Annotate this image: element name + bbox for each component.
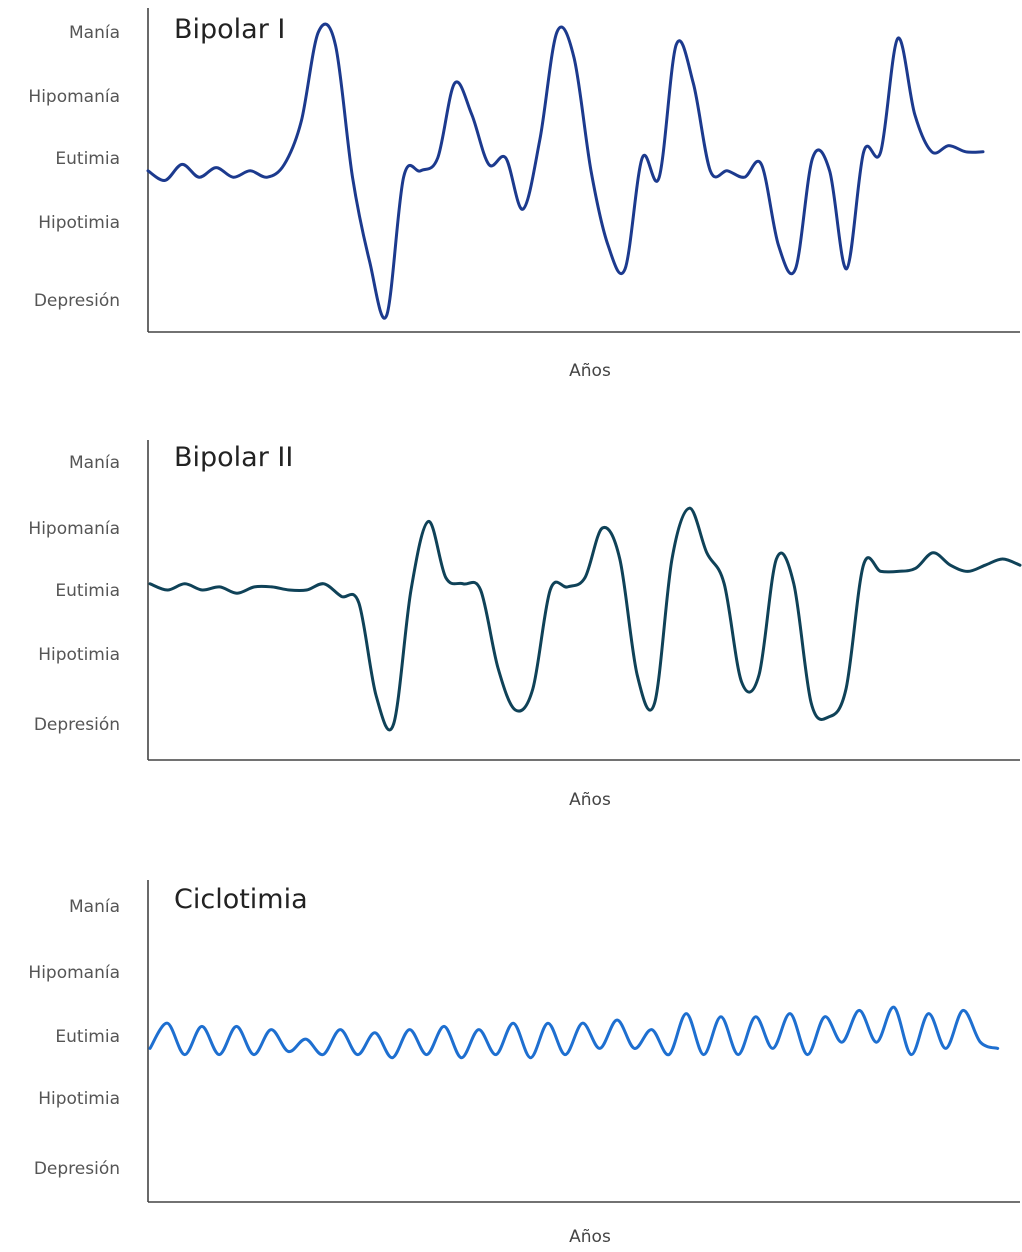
y-tick-label: Hipomanía [28, 963, 120, 983]
y-tick-label: Hipomanía [28, 519, 120, 539]
chart-title: Bipolar II [174, 442, 293, 473]
y-tick-label: Manía [69, 23, 120, 43]
y-tick-label: Manía [69, 453, 120, 473]
y-tick-label: Depresión [34, 291, 120, 311]
chart-title: Ciclotimia [174, 884, 308, 915]
series-line [146, 22, 985, 320]
y-tick-label: Hipotimia [38, 1089, 120, 1109]
y-tick-label: Depresión [34, 715, 120, 735]
y-tick-label: Hipotimia [38, 213, 120, 233]
series-line [148, 506, 1022, 732]
x-axis-label: Años [569, 790, 611, 810]
y-tick-label: Hipotimia [38, 645, 120, 665]
y-tick-label: Eutimia [55, 149, 120, 169]
chart-panel-2: Depresión Hipotimia Eutimia Hipomanía Manía B… [28, 440, 1022, 810]
y-tick-label: Manía [69, 897, 120, 917]
x-axis-label: Años [569, 1227, 611, 1247]
y-tick-label: Eutimia [55, 581, 120, 601]
y-tick-label: Hipomanía [28, 87, 120, 107]
chart-panel-1: Depresión Hipotimia Eutimia Hipomanía Manía B… [28, 8, 1020, 381]
chart-panel-3: Depresión Hipotimia Eutimia Hipomanía Manía C… [28, 880, 1020, 1247]
x-axis-label: Años [569, 361, 611, 381]
series-line [148, 1005, 1000, 1060]
y-tick-label: Eutimia [55, 1027, 120, 1047]
y-tick-label: Depresión [34, 1159, 120, 1179]
chart-title: Bipolar I [174, 14, 285, 45]
